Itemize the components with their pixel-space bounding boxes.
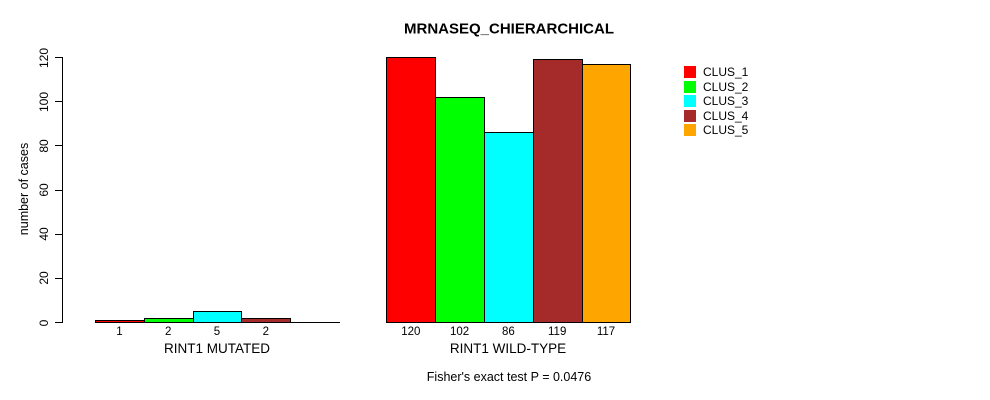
y-tick-80 <box>55 145 62 147</box>
bar-value-label: 86 <box>502 326 515 338</box>
bar-clus-1-rint1-wild-type <box>386 57 437 323</box>
y-tick-40 <box>55 233 62 235</box>
y-tick-label-80: 80 <box>37 139 51 153</box>
y-tick-20 <box>55 277 62 279</box>
y-tick-100 <box>55 101 62 103</box>
chart-title: MRNASEQ_CHIERARCHICAL <box>403 20 615 38</box>
legend-label: CLUS_1 <box>703 65 749 79</box>
bar-value-label: 1 <box>116 326 123 338</box>
bar-clus-5-rint1-wild-type <box>581 63 632 323</box>
bar-value-label: 2 <box>262 326 269 338</box>
bar-clus-2-rint1-wild-type <box>435 96 485 323</box>
legend-swatch-clus-5 <box>684 124 696 136</box>
legend-item-clus-1: CLUS_1 <box>684 66 748 78</box>
bar-value-label: 119 <box>548 326 567 338</box>
y-tick-120 <box>55 57 62 58</box>
legend-item-clus-2: CLUS_2 <box>684 79 749 94</box>
y-tick-0 <box>55 322 62 323</box>
bar-value-label: 102 <box>449 326 470 338</box>
bar-clus-4-rint1-wild-type <box>532 59 583 323</box>
bar-clus-3-rint1-mutated <box>192 310 243 323</box>
y-tick-label-120: 120 <box>37 47 51 68</box>
bar-clus-1-rint1-mutated <box>95 319 145 323</box>
y-axis-line <box>62 57 63 323</box>
legend-item-clus-3: CLUS_3 <box>684 95 748 107</box>
bar-value-label: 120 <box>401 326 421 338</box>
y-tick-60 <box>55 189 62 191</box>
legend-label: CLUS_2 <box>703 79 749 94</box>
y-tick-label-40: 40 <box>37 227 51 241</box>
bar-clus-2-rint1-mutated <box>143 317 194 323</box>
y-tick-label-100: 100 <box>37 91 51 112</box>
group-label-rint1-mutated: RINT1 MUTATED <box>164 341 270 356</box>
legend-item-clus-5: CLUS_5 <box>684 124 748 136</box>
bar-value-label: 5 <box>213 326 221 338</box>
bar-value-label: 117 <box>596 326 616 338</box>
fisher-test-annotation: Fisher's exact test P = 0.0476 <box>426 370 592 384</box>
legend-swatch-clus-3 <box>684 95 696 107</box>
y-tick-label-20: 20 <box>37 271 51 286</box>
legend: CLUS_1 CLUS_2 CLUS_3 CLUS_4 CLUS_5 <box>684 66 748 136</box>
legend-swatch-clus-4 <box>684 109 696 122</box>
group-label-rint1-wild-type: RINT1 WILD-TYPE <box>449 341 567 356</box>
legend-swatch-clus-2 <box>684 80 696 93</box>
legend-label: CLUS_3 <box>703 94 749 108</box>
legend-label: CLUS_4 <box>703 108 749 123</box>
bar-clus-4-rint1-mutated <box>241 317 292 323</box>
legend-label: CLUS_5 <box>703 123 749 137</box>
y-tick-label-0: 0 <box>37 319 51 326</box>
bar-clus-5-rint1-mutated <box>290 322 340 323</box>
bar-clus-3-rint1-wild-type <box>484 132 534 323</box>
legend-swatch-clus-1 <box>684 66 696 78</box>
legend-item-clus-4: CLUS_4 <box>684 108 749 123</box>
y-tick-label-60: 60 <box>37 183 51 197</box>
bar-value-label: 2 <box>164 326 172 338</box>
